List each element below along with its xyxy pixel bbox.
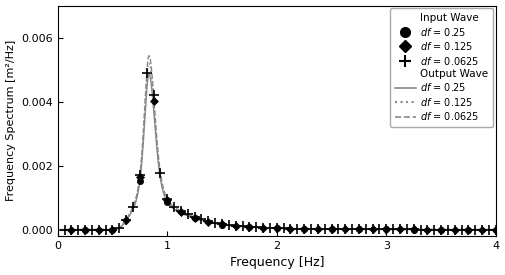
Y-axis label: Frequency Spectrum [m²/Hz]: Frequency Spectrum [m²/Hz] [6,40,16,201]
X-axis label: Frequency [Hz]: Frequency [Hz] [230,257,324,269]
Legend: Input Wave, $\it{df}$ = 0.25, $\it{df}$ = 0.125, $\it{df}$ = 0.0625, Output Wave: Input Wave, $\it{df}$ = 0.25, $\it{df}$ … [390,9,493,127]
